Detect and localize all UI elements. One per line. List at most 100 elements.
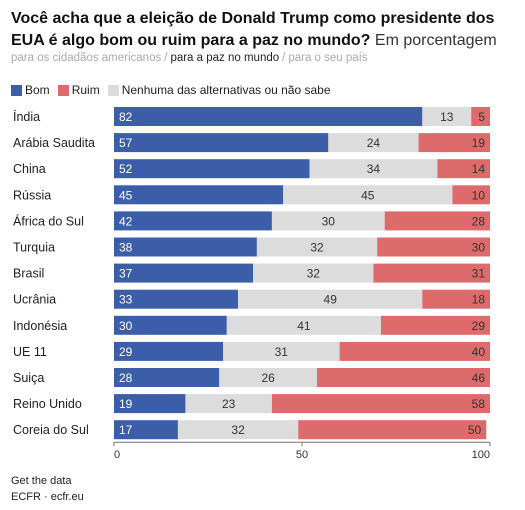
data-label-nenhuma: 13 bbox=[440, 110, 454, 124]
data-label-bom: 38 bbox=[119, 241, 133, 255]
bar-segment-ruim bbox=[422, 289, 490, 309]
category-label: UE 11 bbox=[13, 345, 47, 359]
bar-segment-bom bbox=[114, 159, 310, 179]
category-label: China bbox=[13, 162, 46, 176]
data-label-ruim: 14 bbox=[472, 162, 486, 176]
data-label-bom: 37 bbox=[119, 267, 133, 281]
bar-segment-nenhuma bbox=[271, 211, 385, 231]
bar-segment-bom bbox=[114, 237, 257, 257]
bar-segment-ruim bbox=[384, 211, 490, 231]
legend-item-bom: Bom bbox=[11, 83, 50, 97]
bar-segment-nenhuma bbox=[238, 289, 423, 309]
data-label-bom: 42 bbox=[119, 214, 133, 228]
data-label-ruim: 50 bbox=[468, 423, 482, 437]
category-label: Ucrânia bbox=[13, 293, 56, 307]
category-label: Coreia do Sul bbox=[13, 423, 89, 437]
bar-segment-bom bbox=[114, 341, 224, 361]
bar-segment-nenhuma bbox=[309, 159, 438, 179]
bar-segment-ruim bbox=[317, 368, 490, 387]
data-label-nenhuma: 32 bbox=[231, 423, 245, 437]
data-label-ruim: 29 bbox=[472, 319, 486, 333]
bar-segment-nenhuma bbox=[283, 185, 453, 205]
x-tick-label: 0 bbox=[114, 449, 120, 461]
data-label-ruim: 31 bbox=[472, 267, 486, 281]
title-question: Você acha que a eleição de Donald Trump … bbox=[11, 10, 495, 49]
bar-segment-ruim bbox=[271, 394, 490, 414]
chart-legend: Bom Ruim Nenhuma das alternativas ou não… bbox=[11, 83, 339, 97]
bar-segment-nenhuma bbox=[422, 107, 472, 126]
bar-segment-bom bbox=[114, 185, 284, 205]
category-label: Arábia Saudita bbox=[13, 136, 95, 150]
bar-segment-ruim bbox=[377, 237, 490, 257]
data-label-bom: 28 bbox=[119, 371, 133, 385]
legend-label-bom: Bom bbox=[25, 83, 50, 97]
bar-segment-nenhuma bbox=[253, 263, 374, 283]
data-label-nenhuma: 41 bbox=[297, 319, 311, 333]
bar-segment-bom bbox=[114, 315, 227, 335]
bar-segment-bom bbox=[114, 420, 178, 440]
bar-segment-nenhuma bbox=[226, 315, 381, 335]
data-label-nenhuma: 45 bbox=[361, 188, 375, 202]
data-label-bom: 57 bbox=[119, 136, 133, 150]
legend-item-ruim: Ruim bbox=[57, 83, 100, 97]
data-label-nenhuma: 32 bbox=[307, 267, 321, 281]
data-label-ruim: 58 bbox=[472, 397, 486, 411]
bar-segment-ruim bbox=[380, 315, 490, 335]
bar-segment-ruim bbox=[298, 420, 487, 440]
bar-segment-nenhuma bbox=[328, 133, 419, 153]
bar-segment-bom bbox=[114, 107, 423, 126]
category-label: Índia bbox=[13, 109, 40, 124]
title-unit: Em porcentagem bbox=[374, 32, 497, 49]
data-label-bom: 29 bbox=[119, 345, 133, 359]
bar-segment-bom bbox=[114, 263, 254, 283]
data-label-nenhuma: 49 bbox=[324, 293, 338, 307]
bar-segment-bom bbox=[114, 394, 186, 414]
tab-cidadaos-americanos[interactable]: para os cidadãos americanos bbox=[11, 52, 162, 64]
legend-label-ruim: Ruim bbox=[71, 83, 100, 97]
bar-segment-ruim bbox=[437, 159, 490, 179]
bar-segment-bom bbox=[114, 289, 239, 309]
data-label-nenhuma: 31 bbox=[275, 345, 289, 359]
bar-segment-bom bbox=[114, 368, 220, 387]
tab-seu-pais[interactable]: para o seu país bbox=[288, 52, 368, 64]
tab-separator: / bbox=[282, 52, 286, 64]
category-label: Brasil bbox=[13, 267, 44, 281]
get-data-link[interactable]: Get the data bbox=[11, 475, 72, 487]
data-label-bom: 33 bbox=[119, 293, 133, 307]
bar-segment-bom bbox=[114, 133, 329, 153]
legend-swatch-ruim bbox=[57, 84, 69, 96]
bar-segment-ruim bbox=[373, 263, 490, 283]
tab-paz-no-mundo[interactable]: para a paz no mundo bbox=[170, 52, 280, 64]
bar-segment-nenhuma bbox=[185, 394, 272, 414]
data-label-bom: 52 bbox=[119, 162, 133, 176]
data-label-nenhuma: 23 bbox=[222, 397, 236, 411]
view-tabs: para os cidadãos americanos / para a paz n… bbox=[11, 52, 368, 64]
category-label: África do Sul bbox=[13, 213, 84, 228]
bar-segment-ruim bbox=[418, 133, 490, 153]
data-label-ruim: 40 bbox=[472, 345, 486, 359]
source-credit: ECFR · ecfr.eu bbox=[11, 491, 84, 503]
chart-footer: Get the data ECFR · ecfr.eu bbox=[11, 473, 84, 505]
category-label: Indonésia bbox=[13, 319, 67, 333]
chart-title: Você acha que a eleição de Donald Trump … bbox=[11, 8, 516, 52]
category-label: Turquia bbox=[13, 241, 55, 255]
data-label-ruim: 5 bbox=[478, 110, 485, 124]
data-label-ruim: 46 bbox=[472, 371, 486, 385]
bar-segment-ruim bbox=[339, 341, 490, 361]
data-label-nenhuma: 30 bbox=[322, 214, 336, 228]
data-label-nenhuma: 32 bbox=[310, 241, 324, 255]
data-label-nenhuma: 26 bbox=[261, 371, 275, 385]
data-label-bom: 30 bbox=[119, 319, 133, 333]
legend-item-nenhuma: Nenhuma das alternativas ou não sabe bbox=[107, 83, 331, 97]
data-label-ruim: 28 bbox=[472, 214, 486, 228]
data-label-nenhuma: 34 bbox=[367, 162, 381, 176]
category-label: Rússia bbox=[13, 188, 51, 202]
bar-segment-ruim bbox=[471, 107, 490, 126]
bar-segment-bom bbox=[114, 211, 272, 231]
data-label-nenhuma: 24 bbox=[367, 136, 381, 150]
category-label: Reino Unido bbox=[13, 397, 82, 411]
category-label: Suiça bbox=[13, 371, 44, 385]
tab-separator: / bbox=[164, 52, 168, 64]
data-label-ruim: 10 bbox=[472, 188, 486, 202]
